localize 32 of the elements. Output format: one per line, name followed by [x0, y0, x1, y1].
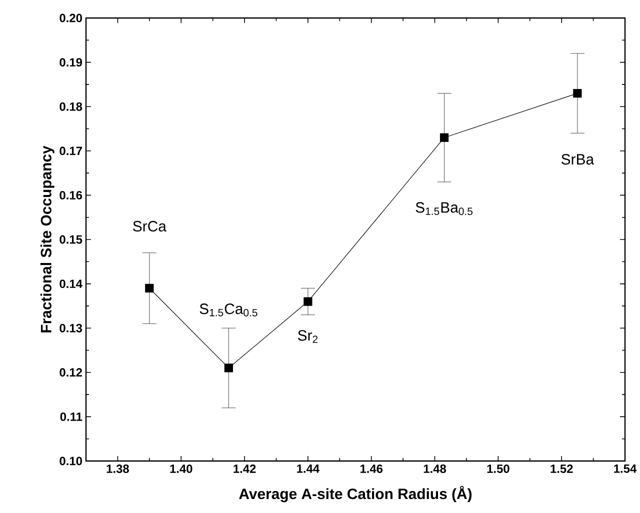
point — [440, 133, 449, 142]
y-tick-label: 0.13 — [60, 324, 82, 332]
x-tick-label: 1.40 — [170, 464, 192, 473]
y-tick-label: 0.14 — [60, 280, 82, 288]
x-tick-label: 1.52 — [550, 464, 573, 473]
point — [145, 284, 154, 293]
y-tick-label: 0.16 — [60, 190, 82, 200]
y-tick-label: 0.17 — [60, 146, 82, 156]
y-tick-label: 0.18 — [60, 102, 82, 111]
y-axis-title: Fractional Site Occupancy — [40, 146, 54, 332]
point — [224, 364, 233, 372]
annotation: S$_{1.5}$Ba$_{0.5}$ — [416, 202, 472, 216]
y-tick-label: 0.15 — [60, 235, 82, 244]
x-tick-label: 1.44 — [297, 464, 320, 473]
y-tick-label: 0.20 — [60, 14, 82, 22]
x-tick-label: 1.54 — [614, 464, 637, 473]
annotation: SrCa — [133, 220, 166, 232]
x-tick-label: 1.38 — [106, 464, 129, 474]
annotation: SrBa — [562, 154, 594, 165]
x-axis-title: Average A-site Cation Radius (Å) — [239, 486, 472, 502]
y-tick-label: 0.12 — [60, 368, 82, 377]
x-tick-label: 1.50 — [487, 464, 510, 473]
x-tick-label: 1.46 — [360, 464, 383, 473]
y-tick-label: 0.10 — [60, 456, 82, 466]
y-tick-label: 0.19 — [60, 58, 82, 67]
point — [573, 89, 582, 98]
y-tick-label: 0.11 — [60, 412, 82, 421]
point — [304, 297, 312, 306]
annotation: Sr$_{2}$ — [298, 330, 318, 343]
x-tick-label: 1.48 — [424, 464, 446, 473]
x-tick-label: 1.42 — [234, 464, 256, 473]
annotation: S$_{1.5}$Ca$_{0.5}$ — [200, 304, 258, 316]
